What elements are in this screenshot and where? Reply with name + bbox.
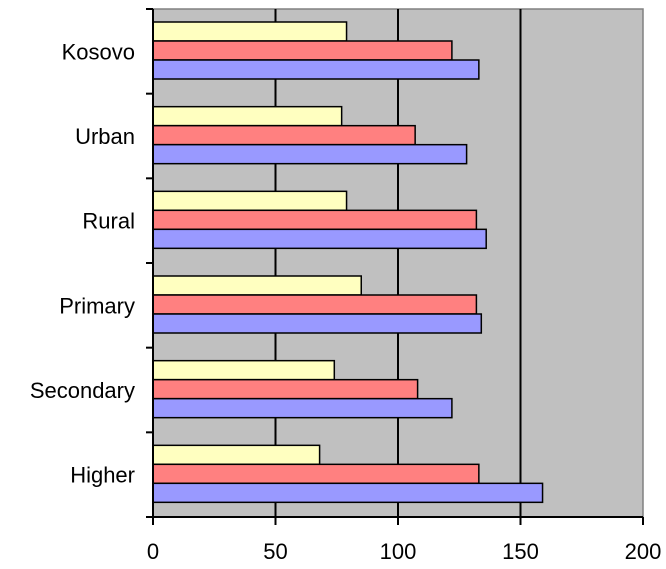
bar-secondary-series-3: [152, 397, 453, 419]
bars: [152, 21, 544, 504]
y-axis-ticks: Kosovo Urban Rural Primary Secondary Higher: [30, 8, 153, 518]
bar-rural-series-2: [152, 209, 478, 231]
x-axis-ticks: 0 50 100 150 200: [147, 517, 661, 564]
bar-secondary-series-2: [152, 378, 419, 400]
y-tick-label-secondary: Secondary: [30, 378, 135, 403]
y-tick-label-primary: Primary: [59, 293, 135, 318]
bar-primary-series-3: [152, 313, 483, 334]
x-tick-label-100: 100: [380, 539, 417, 564]
bar-higher-series-3: [152, 482, 544, 504]
y-tick-label-kosovo: Kosovo: [62, 39, 135, 64]
grid-lines: [274, 9, 522, 517]
x-tick-label-50: 50: [263, 539, 287, 564]
bar-urban-series-2: [152, 124, 416, 146]
bar-rural-series-3: [152, 228, 487, 250]
bar-rural-series-1: [152, 190, 348, 212]
bar-urban-series-1: [152, 105, 343, 127]
bar-higher-series-2: [152, 463, 480, 485]
bar-higher-series-1: [152, 444, 321, 466]
bar-primary-series-2: [152, 294, 478, 315]
y-tick-label-higher: Higher: [70, 463, 135, 488]
bar-kosovo-series-1: [152, 21, 348, 42]
bar-urban-series-3: [152, 143, 468, 165]
bar-secondary-series-1: [152, 359, 336, 381]
x-tick-label-200: 200: [625, 539, 662, 564]
bar-kosovo-series-2: [152, 40, 453, 61]
y-tick-label-rural: Rural: [82, 209, 135, 234]
bar-kosovo-series-3: [152, 59, 480, 80]
bar-primary-series-1: [152, 275, 362, 296]
x-tick-label-0: 0: [147, 539, 159, 564]
x-tick-label-150: 150: [502, 539, 539, 564]
y-tick-label-urban: Urban: [75, 124, 135, 149]
